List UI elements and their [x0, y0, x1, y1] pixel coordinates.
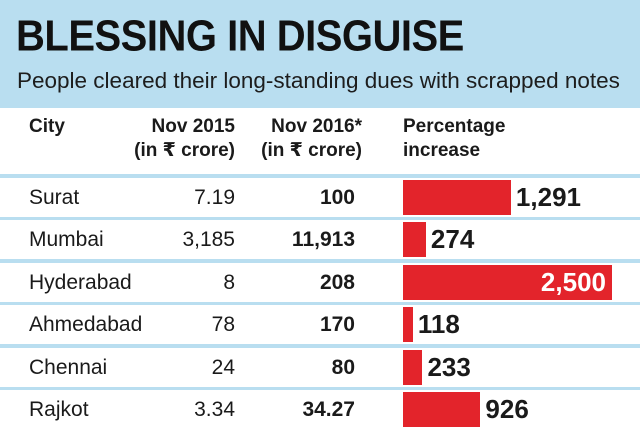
city-cell: Rajkot: [29, 398, 89, 421]
nov2016-cell: 34.27: [302, 398, 355, 421]
pct-bar: [403, 180, 511, 215]
pct-bar: [403, 264, 612, 300]
pct-bar: [403, 349, 423, 385]
pct-bar: [403, 307, 413, 343]
pct-label: 1,291: [515, 182, 581, 212]
header-nov2015-line2: (in ₹ crore): [134, 140, 235, 161]
table-row: Chennai 24 80 233: [0, 347, 640, 387]
chart-title: BLESSING IN DISGUISE: [16, 12, 464, 61]
header-nov2016: Nov 2016* (in ₹ crore): [261, 115, 362, 163]
pct-label: 233: [427, 351, 471, 382]
header-city: City: [29, 116, 65, 137]
table-row: Surat 7.19 100 1,291: [0, 178, 640, 217]
nov2016-cell: 11,913: [291, 228, 355, 252]
nov2016-cell: 80: [331, 355, 355, 379]
nov2015-cell: 78: [211, 313, 235, 337]
nov2016-cell: 170: [319, 313, 355, 337]
city-cell: Hyderabad: [29, 270, 132, 294]
nov2016-cell: 100: [319, 186, 355, 209]
pct-label: 2,500: [540, 266, 606, 297]
pct-label: 926: [485, 394, 529, 424]
pct-label: 274: [430, 224, 475, 255]
nov2015-cell: 3.34: [194, 398, 235, 421]
nov2015-cell: 7.19: [194, 186, 235, 209]
table-row: Hyderabad 8 208 2,500: [0, 262, 640, 302]
nov2016-cell: 208: [319, 270, 355, 294]
table-row: Mumbai 3,185 11,913 274: [0, 220, 640, 260]
nov2015-cell: 8: [223, 270, 235, 294]
table-row: Rajkot 3.34 34.27 926: [0, 390, 640, 429]
chart-subtitle: People cleared their long-standing dues …: [17, 68, 620, 93]
header-nov2016-line1: Nov 2016*: [271, 116, 362, 137]
pct-label: 118: [417, 309, 460, 340]
city-cell: Surat: [29, 186, 80, 209]
city-cell: Chennai: [29, 355, 108, 379]
pct-bar: [403, 222, 426, 258]
table-header: City Nov 2015 (in ₹ crore) Nov 2016* (in…: [0, 108, 640, 174]
header-nov2015: Nov 2015 (in ₹ crore): [134, 115, 235, 163]
header-nov2015-line1: Nov 2015: [151, 116, 235, 137]
city-cell: Ahmedabad: [29, 313, 143, 337]
header-pct-line2: increase: [403, 140, 481, 161]
table-row: Ahmedabad 78 170 118: [0, 305, 640, 345]
nov2015-cell: 3,185: [182, 228, 235, 252]
header-pct-line1: Percentage: [403, 116, 506, 137]
nov2015-cell: 24: [211, 355, 235, 379]
pct-bar: [403, 392, 481, 427]
header-nov2016-line2: (in ₹ crore): [261, 140, 362, 161]
header-pct: Percentage increase: [403, 115, 505, 163]
city-cell: Mumbai: [29, 228, 104, 252]
